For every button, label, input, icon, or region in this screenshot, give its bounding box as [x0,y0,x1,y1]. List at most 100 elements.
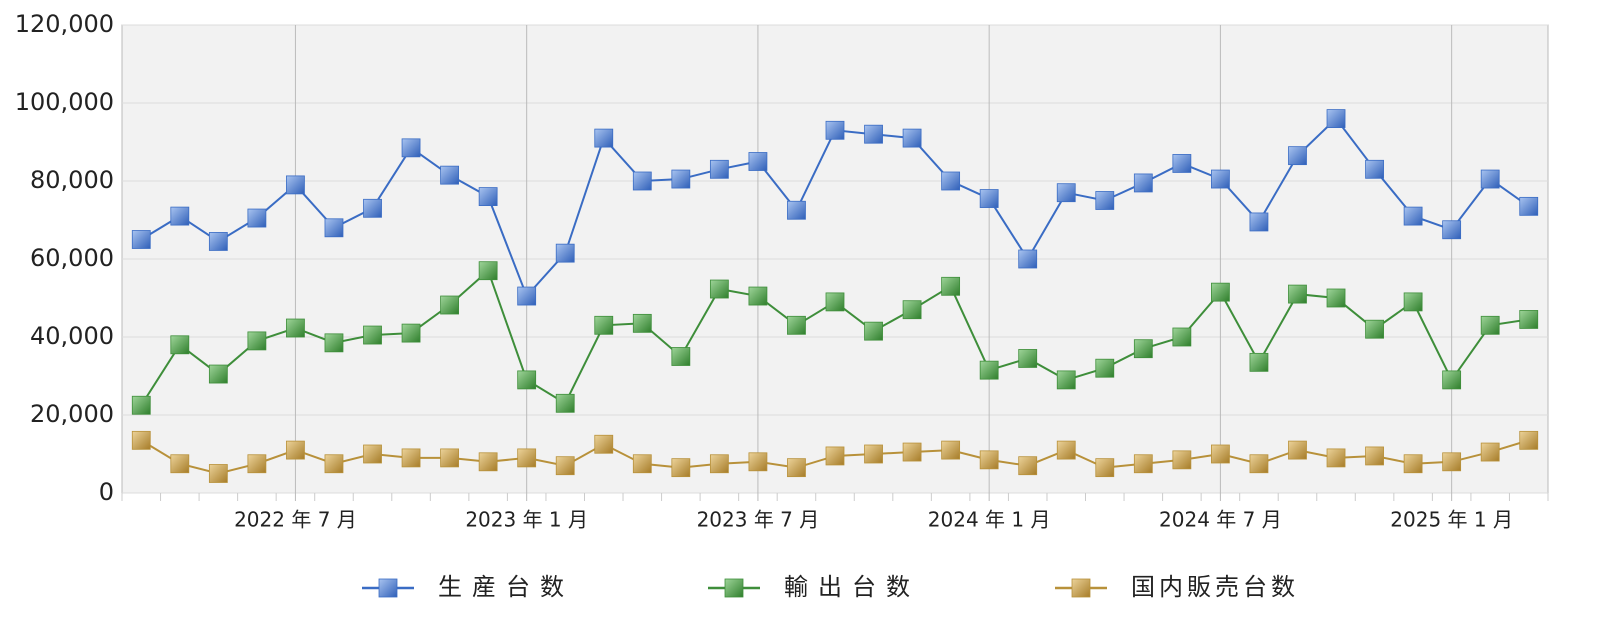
data-point [825,292,845,312]
data-point [324,454,344,474]
y-tick-label: 100,000 [15,88,114,116]
data-point [709,159,729,179]
data-point [208,464,228,483]
data-point [1056,370,1076,390]
data-point [247,454,267,474]
data-point [825,446,845,466]
data-point [170,206,190,226]
data-point [1095,358,1115,378]
y-tick-label: 20,000 [30,400,114,428]
data-point [1288,440,1307,460]
data-point [1326,448,1346,468]
data-point [787,315,806,335]
data-point [979,189,999,208]
data-point [1133,454,1153,474]
data-point [1288,284,1307,304]
data-point [363,325,382,345]
data-point [594,128,614,148]
data-point [440,165,459,185]
data-point [1056,440,1076,460]
data-point [1480,169,1500,189]
data-point [864,124,883,144]
data-point [709,279,729,299]
data-point [1365,446,1384,466]
data-point [1249,454,1269,474]
data-point [440,295,459,315]
data-point [401,448,421,468]
data-point [1365,159,1384,179]
data-point [1249,212,1269,232]
data-point [1133,173,1153,193]
data-point [170,335,190,355]
data-point [478,452,498,472]
data-point [902,442,922,462]
data-point [170,454,190,474]
data-point [902,128,922,148]
data-point [286,318,305,338]
data-point [1326,109,1346,128]
data-point [131,430,151,450]
data-point [555,393,575,413]
data-point [1403,292,1423,312]
data-point [671,347,691,366]
y-tick-label: 0 [99,478,114,506]
data-point [1326,288,1346,308]
x-tick-label: 2024 年 1 月 [928,508,1051,532]
data-point [671,169,691,189]
data-point [709,454,729,474]
data-point [555,243,575,263]
data-point [208,232,228,251]
data-point [363,198,382,218]
data-point [1018,456,1038,476]
data-point [941,440,961,460]
data-point [1403,454,1423,474]
data-point [1403,206,1423,226]
data-point [748,452,768,472]
data-point [1480,315,1500,335]
data-point [1056,183,1076,203]
data-point [1365,319,1384,339]
data-point [363,444,382,464]
data-point [517,286,537,306]
data-point [1018,349,1038,368]
data-point [517,448,537,468]
legend-marker [378,578,398,598]
legend-label: 国内販売台数 [1131,573,1299,601]
data-point [1519,430,1539,450]
data-point [478,187,498,207]
data-point [1172,154,1192,173]
data-point [1442,220,1462,240]
y-tick-label: 80,000 [30,166,114,194]
data-point [555,456,575,476]
data-point [787,200,806,220]
data-point [1211,169,1230,189]
data-point [1442,452,1462,472]
data-point [1249,352,1269,372]
x-tick-label: 2022 年 7 月 [234,508,357,532]
legend-label: 輸出台数 [784,573,920,601]
data-point [787,458,806,478]
data-point [1442,370,1462,390]
data-point [286,440,305,460]
data-point [1018,249,1038,269]
data-point [864,444,883,464]
data-point [632,313,652,333]
data-point [517,370,537,390]
data-point [594,315,614,335]
legend-marker [724,578,744,598]
data-point [324,333,344,353]
data-point [594,434,614,454]
data-point [748,152,768,171]
data-point [671,458,691,478]
data-point [1172,327,1192,347]
legend-marker [1071,578,1091,598]
data-point [979,450,999,470]
data-point [1133,339,1153,359]
data-point [632,171,652,191]
data-point [131,230,151,249]
data-point [825,120,845,140]
data-point [941,171,961,191]
data-point [1172,450,1192,470]
data-point [324,218,344,238]
